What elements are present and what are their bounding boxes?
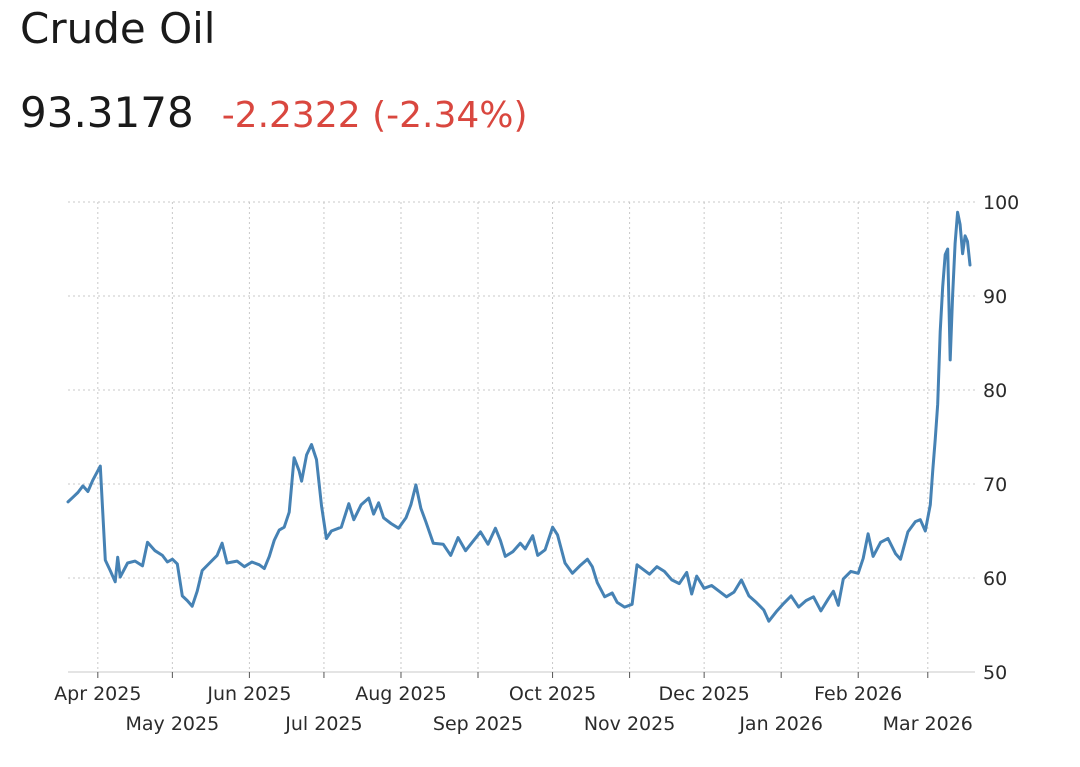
- y-tick-label: 100: [983, 192, 1019, 214]
- x-tick-label: May 2025: [126, 713, 220, 735]
- x-tick-label: Mar 2026: [883, 713, 973, 735]
- x-tick-label: Oct 2025: [509, 683, 596, 705]
- series-line: [66, 210, 972, 623]
- price-row: 93.3178 -2.2322 (-2.34%): [20, 88, 528, 137]
- x-tick-label: Apr 2025: [54, 683, 141, 705]
- x-tick-label: Feb 2026: [814, 683, 902, 705]
- y-tick-label: 70: [983, 474, 1007, 496]
- axis-ticks: [97, 672, 929, 678]
- axis-labels: 50 60 70 80 90 100 Apr 2025 Jun 2025 Aug 2025 Oct…: [54, 192, 1019, 735]
- x-tick-label: Nov 2025: [584, 713, 675, 735]
- x-tick-label: Aug 2025: [355, 683, 447, 705]
- x-tick-label: Dec 2025: [659, 683, 750, 705]
- series-group: [66, 210, 972, 623]
- price-change: -2.2322 (-2.34%): [221, 95, 528, 136]
- x-tick-label: Jun 2025: [206, 683, 291, 705]
- y-tick-label: 90: [983, 286, 1007, 308]
- page-title: Crude Oil: [20, 4, 216, 53]
- price-chart: 50 60 70 80 90 100 Apr 2025 Jun 2025 Aug 2025 Oct…: [54, 192, 1019, 735]
- grid: [68, 201, 975, 673]
- current-price: 93.3178: [20, 88, 194, 137]
- x-tick-label: Jan 2026: [738, 713, 823, 735]
- x-tick-label: Jul 2025: [284, 713, 362, 735]
- y-tick-label: 50: [983, 662, 1007, 684]
- y-tick-label: 80: [983, 380, 1007, 402]
- x-tick-label: Sep 2025: [433, 713, 523, 735]
- y-tick-label: 60: [983, 568, 1007, 590]
